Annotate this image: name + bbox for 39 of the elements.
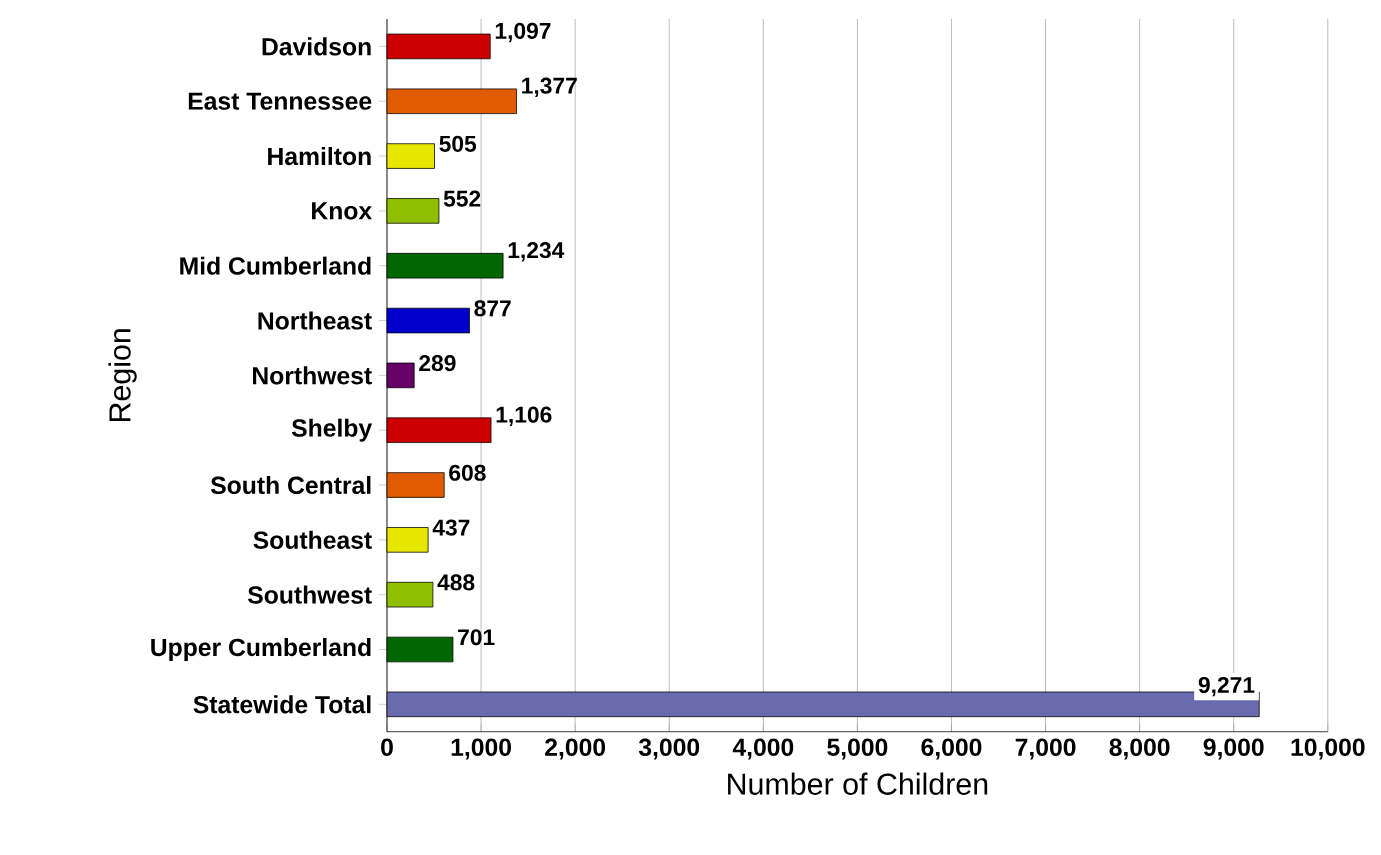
y-tick-label: South Central: [210, 475, 371, 494]
y-tick-label: Hamilton: [268, 146, 371, 166]
x-tick-label: 8,000: [1109, 738, 1170, 760]
y-axis-title: Region: [108, 329, 137, 421]
y-tick-label: Southeast: [253, 530, 372, 549]
data-label: 1,234: [508, 241, 565, 262]
x-tick-label: 3,000: [638, 738, 700, 760]
y-tick-label: Shelby: [291, 418, 373, 442]
data-label: 877: [474, 300, 511, 317]
x-tick-label: 1,000: [451, 738, 511, 760]
y-tick-label: Knox: [312, 202, 372, 220]
x-axis-title: Number of Children: [728, 772, 988, 795]
data-label: 289: [419, 354, 456, 372]
data-label: 552: [443, 190, 481, 207]
data-label: 1,377: [522, 77, 577, 97]
data-label: 701: [458, 629, 495, 646]
data-label: 488: [437, 574, 475, 591]
data-label: 505: [439, 135, 477, 152]
data-label: 1,097: [495, 22, 551, 43]
data-label: 1,106: [496, 406, 552, 426]
y-tick-label: Davidson: [262, 37, 371, 56]
x-tick-label: 0: [381, 738, 393, 756]
y-tick-label: Mid Cumberland: [180, 256, 371, 275]
data-label: 9,271: [1198, 676, 1255, 697]
data-label: 608: [449, 464, 486, 481]
x-tick-label: 7,000: [1015, 738, 1076, 760]
y-tick-label: Northeast: [258, 311, 372, 330]
x-tick-label: 10,000: [1291, 738, 1365, 760]
y-tick-label: Statewide Total: [193, 695, 371, 714]
y-tick-label: Northwest: [253, 366, 372, 385]
y-tick-label: Upper Cumberland: [151, 637, 371, 661]
x-tick-label: 4,000: [732, 738, 794, 760]
x-tick-label: 2,000: [545, 738, 606, 760]
y-tick-label: East Tennessee: [188, 92, 372, 110]
y-tick-label: Southwest: [247, 585, 372, 604]
x-tick-label: 5,000: [827, 738, 888, 760]
data-label: 437: [432, 519, 470, 536]
x-tick-label: 6,000: [921, 738, 982, 760]
x-tick-label: 9,000: [1203, 738, 1264, 760]
